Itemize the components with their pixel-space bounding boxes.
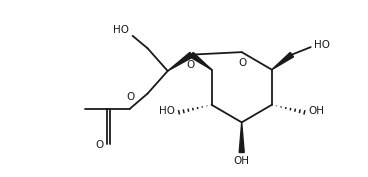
- Polygon shape: [168, 52, 193, 71]
- Text: O: O: [95, 140, 104, 150]
- Text: HO: HO: [159, 106, 175, 116]
- Text: O: O: [239, 58, 247, 68]
- Polygon shape: [272, 52, 294, 70]
- Text: HO: HO: [113, 25, 129, 35]
- Polygon shape: [190, 52, 212, 70]
- Polygon shape: [239, 122, 244, 152]
- Text: O: O: [187, 60, 195, 70]
- Text: O: O: [126, 92, 134, 102]
- Text: OH: OH: [234, 156, 250, 166]
- Text: HO: HO: [314, 40, 330, 50]
- Text: OH: OH: [308, 106, 324, 116]
